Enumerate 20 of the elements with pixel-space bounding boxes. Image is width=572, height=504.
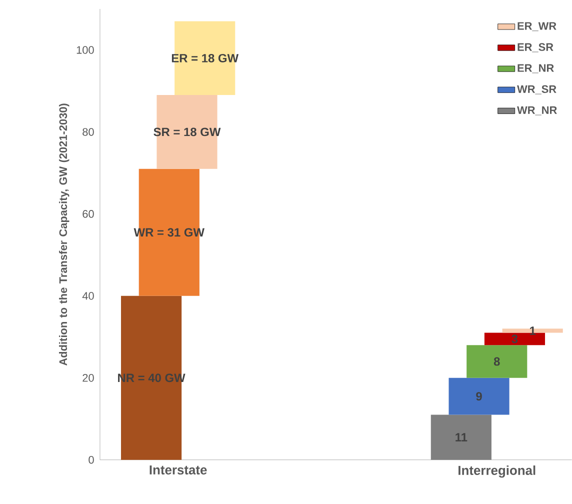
legend-label: WR_NR (517, 106, 557, 116)
legend-label: WR_SR (517, 85, 556, 94)
x-tick-label: Interregional (458, 466, 536, 478)
y-tick-label: 60 (82, 210, 94, 218)
data-label: 3 (512, 334, 518, 344)
y-axis-title: Addition to the Transfer Capacity, GW (2021-2030) (59, 104, 70, 366)
legend-label: ER_WR (518, 22, 556, 32)
y-tick-label: 0 (88, 456, 94, 464)
y-tick-label: 100 (76, 46, 94, 54)
y-tick-label: 80 (82, 128, 94, 136)
data-label: 11 (456, 433, 468, 442)
legend-label: ER_SR (518, 43, 554, 52)
data-label: 8 (494, 357, 500, 366)
data-label: ER = 18 GW (172, 54, 239, 62)
data-label: 9 (476, 392, 482, 401)
y-tick-label: 40 (82, 292, 94, 300)
data-label: SR = 18 GW (154, 128, 221, 136)
x-tick-label: Interstate (150, 466, 207, 475)
y-tick-label: 20 (82, 374, 94, 382)
legend-label: ER_NR (518, 64, 554, 74)
